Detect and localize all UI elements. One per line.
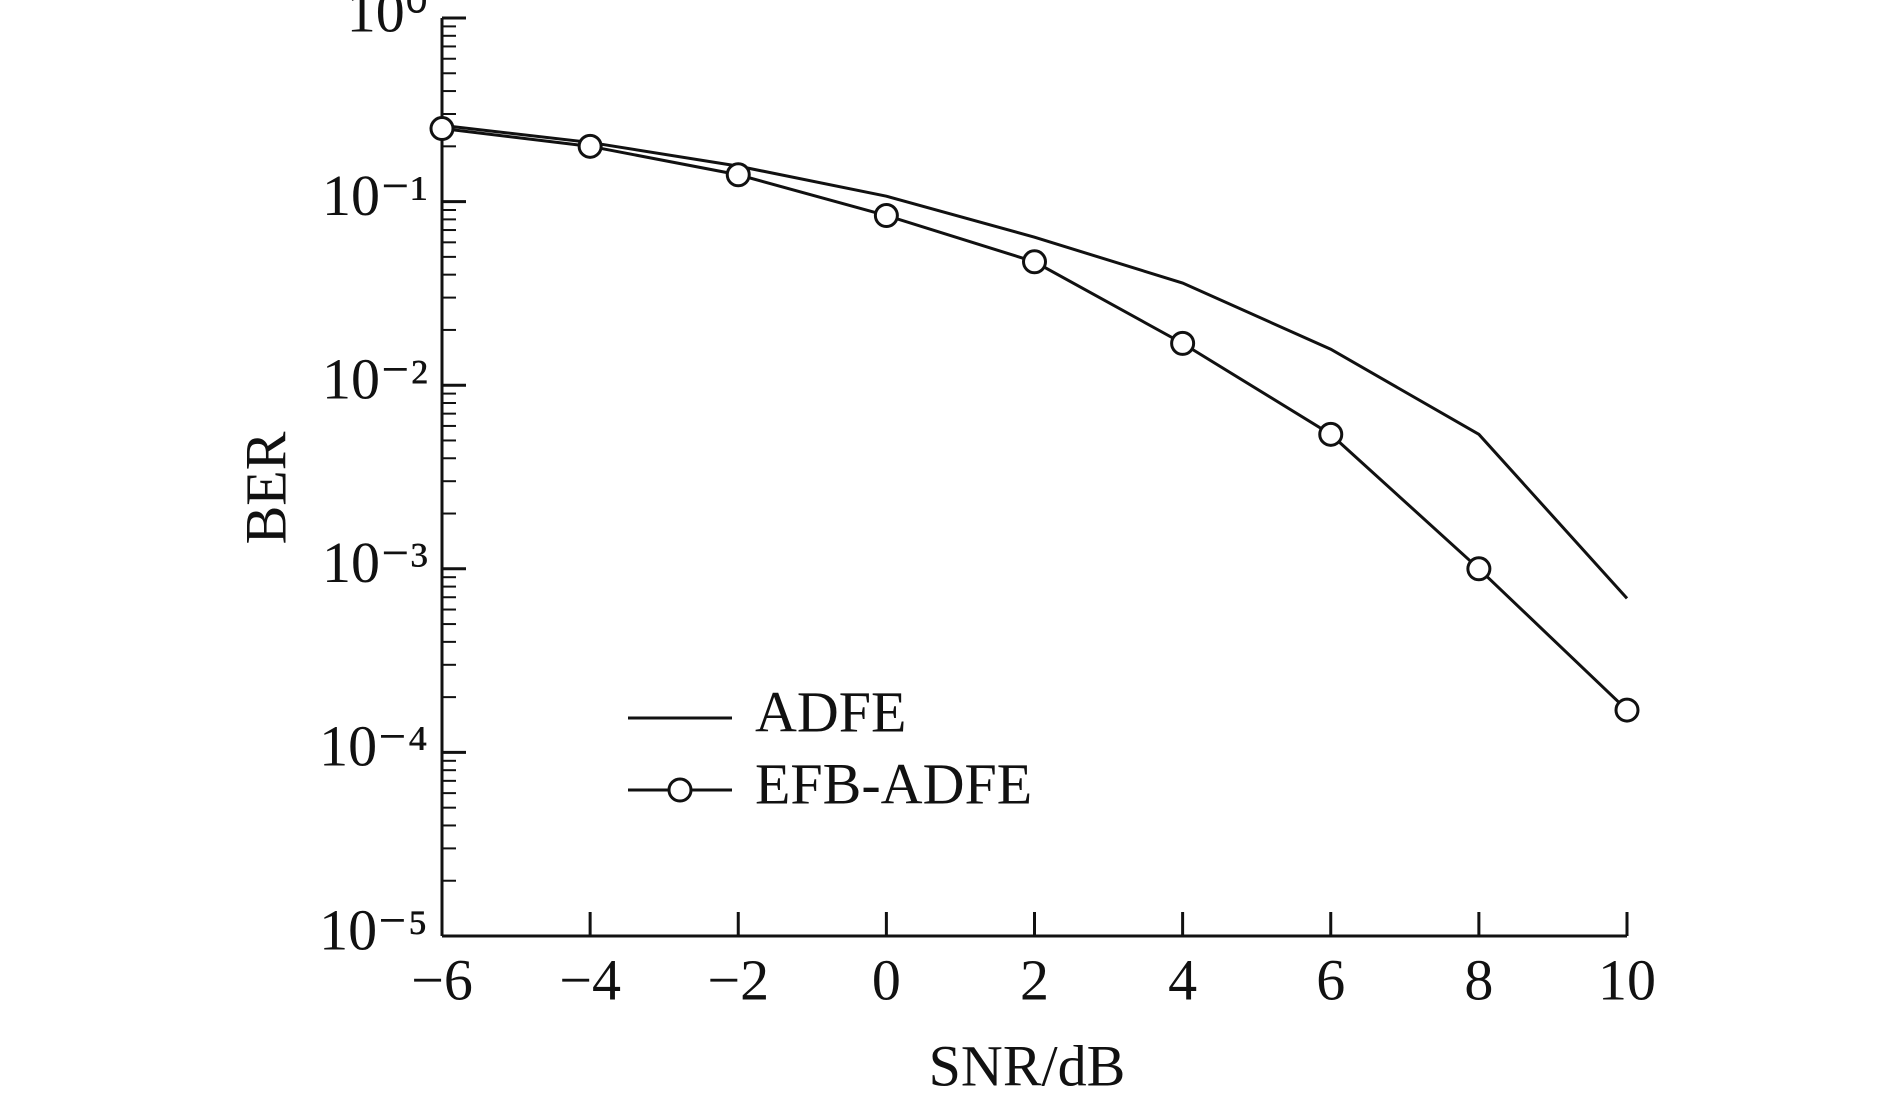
x-tick-label: 10 <box>1598 947 1656 1012</box>
x-tick-label: −2 <box>707 947 769 1012</box>
marker <box>873 203 899 229</box>
legend-label: ADFE <box>755 679 906 744</box>
x-tick-label: 6 <box>1316 947 1345 1012</box>
y-tick-label: 10⁻¹ <box>322 163 428 228</box>
legend-label: EFB-ADFE <box>755 751 1032 816</box>
x-tick-label: −6 <box>411 947 473 1012</box>
series-line <box>441 123 1629 600</box>
x-tick-label: 4 <box>1168 947 1197 1012</box>
marker <box>577 133 603 159</box>
marker <box>1170 330 1196 356</box>
legend-marker <box>667 777 693 803</box>
marker <box>725 162 751 188</box>
x-axis-label: SNR/dB <box>929 1033 1126 1098</box>
y-tick-label: 10⁰ <box>347 0 428 44</box>
series-line <box>441 127 1629 712</box>
x-tick-label: 8 <box>1464 947 1493 1012</box>
marker <box>1318 421 1344 447</box>
x-tick-label: 0 <box>872 947 901 1012</box>
marker <box>1022 249 1047 275</box>
y-tick-label: 10⁻⁴ <box>319 714 428 779</box>
y-axis-label: BER <box>233 431 298 544</box>
y-tick-label: 10⁻³ <box>322 530 428 595</box>
y-tick-label: 10⁻⁵ <box>319 897 428 962</box>
marker <box>429 116 455 142</box>
marker <box>1466 556 1492 582</box>
y-tick-label: 10⁻² <box>322 347 428 412</box>
x-tick-label: 2 <box>1020 947 1049 1012</box>
marker <box>1614 697 1640 723</box>
x-tick-label: −4 <box>559 947 621 1012</box>
